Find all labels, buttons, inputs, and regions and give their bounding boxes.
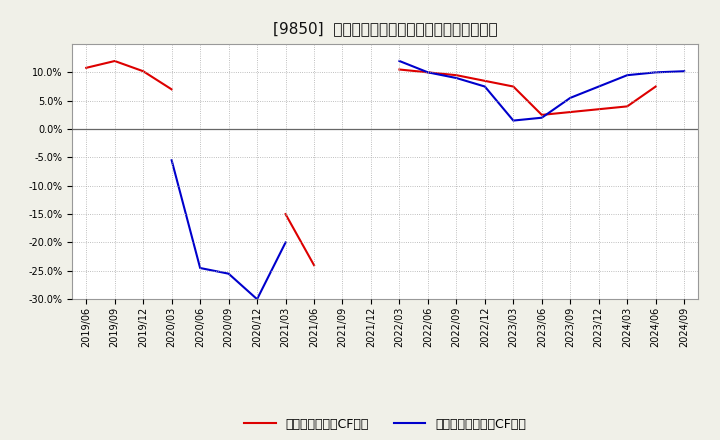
有利子負債営業CF比率 bbox=[167, 87, 176, 92]
Title: [9850]  有利子負債キャッシュフロー比率の推移: [9850] 有利子負債キャッシュフロー比率の推移 bbox=[273, 21, 498, 36]
Legend: 有利子負債営業CF比率, 有利子負債フリーCF比率: 有利子負債営業CF比率, 有利子負債フリーCF比率 bbox=[239, 413, 531, 436]
有利子負債営業CF比率 bbox=[82, 65, 91, 70]
Line: 有利子負債営業CF比率: 有利子負債営業CF比率 bbox=[86, 61, 171, 89]
有利子負債営業CF比率 bbox=[110, 59, 119, 64]
有利子負債営業CF比率 bbox=[139, 69, 148, 74]
